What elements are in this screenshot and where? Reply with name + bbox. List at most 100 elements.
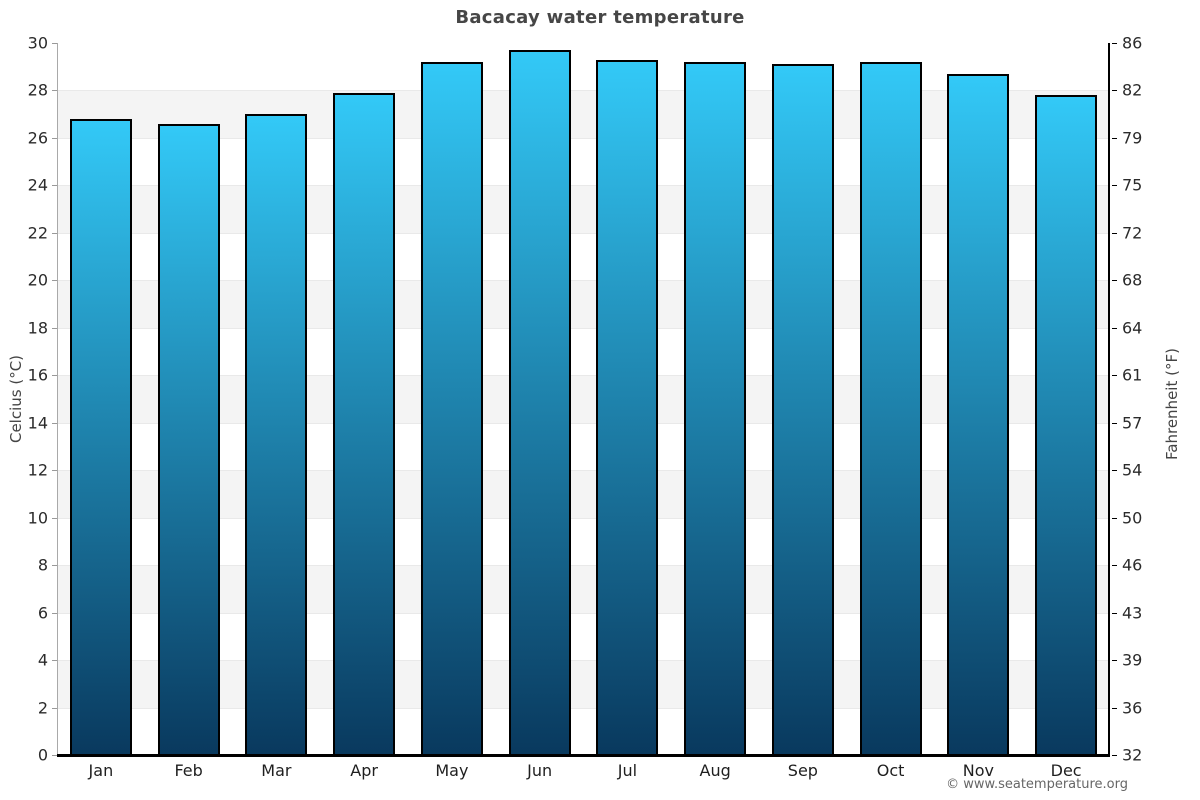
- tick-mark-left: [52, 232, 57, 234]
- grid-band: [57, 90, 1110, 138]
- grid-band: [57, 232, 1110, 281]
- y-tick-fahrenheit: 82: [1122, 80, 1143, 100]
- tick-mark-left: [52, 185, 57, 187]
- grid-band: [57, 422, 1110, 471]
- y-tick-fahrenheit: 61: [1122, 365, 1143, 385]
- y-axis-right-ticks: 32 36 39 43 46 50 54 57 61 64 68 72 75 79 82 86: [1122, 34, 1192, 765]
- y-tick-fahrenheit: 86: [1122, 33, 1143, 53]
- y-tick-celsius: 14: [27, 413, 48, 433]
- tick-mark-left: [52, 375, 57, 377]
- y-tick-fahrenheit: 32: [1122, 745, 1143, 765]
- bar-jan[interactable]: [69, 118, 132, 755]
- y-tick-fahrenheit: 43: [1122, 603, 1143, 623]
- tick-mark-left: [52, 755, 57, 756]
- y-tick-celsius: 16: [27, 365, 48, 385]
- y-tick-fahrenheit: 36: [1122, 698, 1143, 718]
- tick-mark-left: [52, 470, 57, 472]
- tick-mark-left: [52, 137, 57, 139]
- grid-band: [57, 280, 1110, 328]
- x-tick-jul: Jul: [617, 761, 638, 780]
- x-tick-dec: Dec: [1050, 761, 1082, 780]
- bar-jun[interactable]: [508, 50, 571, 755]
- tick-mark-right: [1112, 185, 1117, 187]
- y-tick-celsius: 20: [27, 270, 48, 290]
- bar-may[interactable]: [420, 62, 483, 755]
- grid-band: [57, 327, 1110, 376]
- y-tick-fahrenheit: 72: [1122, 223, 1143, 243]
- bar-oct[interactable]: [859, 62, 922, 755]
- tick-mark-right: [1112, 517, 1117, 519]
- grid-band: [57, 43, 1110, 91]
- tick-mark-right: [1112, 565, 1117, 567]
- y-tick-celsius: 24: [27, 175, 48, 195]
- grid-band: [57, 565, 1110, 613]
- y-tick-fahrenheit: 79: [1122, 128, 1143, 148]
- y-tick-celsius: 6: [37, 603, 48, 623]
- tick-mark-right: [1112, 327, 1117, 329]
- bar-sep[interactable]: [771, 64, 834, 755]
- bar-dec[interactable]: [1035, 95, 1098, 755]
- tick-mark-left: [52, 565, 57, 567]
- tick-mark-left: [52, 612, 57, 614]
- bar-aug[interactable]: [684, 62, 747, 755]
- bar-apr[interactable]: [333, 92, 396, 755]
- x-tick-oct: Oct: [876, 761, 905, 780]
- y-tick-celsius: 10: [27, 508, 48, 528]
- y-tick-celsius: 30: [27, 33, 48, 53]
- x-tick-feb: Feb: [174, 761, 203, 780]
- x-axis-line: [57, 754, 1110, 757]
- y-tick-celsius: 12: [27, 460, 48, 480]
- tick-mark-right: [1112, 375, 1117, 377]
- tick-mark-right: [1112, 422, 1117, 424]
- tick-mark-right: [1112, 612, 1117, 614]
- x-tick-aug: Aug: [699, 761, 731, 780]
- y-tick-celsius: 18: [27, 318, 48, 338]
- y-tick-fahrenheit: 64: [1122, 318, 1143, 338]
- tick-mark-left: [52, 517, 57, 519]
- x-tick-jan: Jan: [88, 761, 114, 780]
- grid-band: [57, 185, 1110, 233]
- tick-mark-left: [52, 327, 57, 329]
- grid-band: [57, 470, 1110, 518]
- y-tick-fahrenheit: 75: [1122, 175, 1143, 195]
- y-tick-celsius: 8: [37, 555, 48, 575]
- page-title: Bacacay water temperature: [455, 7, 745, 28]
- attribution-link[interactable]: © www.seatemperature.org: [946, 777, 1128, 792]
- y-tick-fahrenheit: 57: [1122, 413, 1143, 433]
- plot-area: [52, 43, 1117, 757]
- y-axis-left-ticks: 0 2 4 6 8 10 12 14 16 18 20 22 24 26 28 30: [0, 34, 48, 765]
- x-tick-apr: Apr: [350, 761, 378, 780]
- y-tick-fahrenheit: 39: [1122, 650, 1143, 670]
- y-tick-fahrenheit: 68: [1122, 270, 1143, 290]
- grid-band: [57, 517, 1110, 566]
- grid-band: [57, 375, 1110, 423]
- bar-nov[interactable]: [947, 73, 1010, 755]
- tick-mark-right: [1112, 137, 1117, 139]
- tick-mark-right: [1112, 470, 1117, 472]
- y-tick-fahrenheit: 46: [1122, 555, 1143, 575]
- tick-mark-right: [1112, 660, 1117, 662]
- x-axis-ticks: Jan Feb Mar Apr May Jun Jul Aug Sep Oct Nov Dec: [57, 761, 1110, 787]
- tick-mark-right: [1112, 755, 1117, 756]
- tick-mark-left: [52, 422, 57, 424]
- tick-mark-left: [52, 280, 57, 282]
- bar-jul[interactable]: [596, 59, 659, 755]
- tick-mark-right: [1112, 707, 1117, 709]
- tick-mark-left: [52, 660, 57, 662]
- y-axis-right-line: [1108, 43, 1110, 755]
- grid-band: [57, 660, 1110, 708]
- grid-band: [57, 137, 1110, 186]
- tick-mark-right: [1112, 43, 1117, 44]
- bar-feb[interactable]: [157, 123, 220, 755]
- tick-mark-right: [1112, 232, 1117, 234]
- x-tick-nov: Nov: [962, 761, 994, 780]
- tick-mark-right: [1112, 280, 1117, 282]
- tick-mark-left: [52, 43, 57, 44]
- x-tick-mar: Mar: [261, 761, 292, 780]
- y-tick-celsius: 4: [37, 650, 48, 670]
- y-tick-fahrenheit: 50: [1122, 508, 1143, 528]
- bar-mar[interactable]: [245, 114, 308, 755]
- y-tick-celsius: 2: [37, 698, 48, 718]
- tick-mark-left: [52, 707, 57, 709]
- tick-mark-right: [1112, 90, 1117, 92]
